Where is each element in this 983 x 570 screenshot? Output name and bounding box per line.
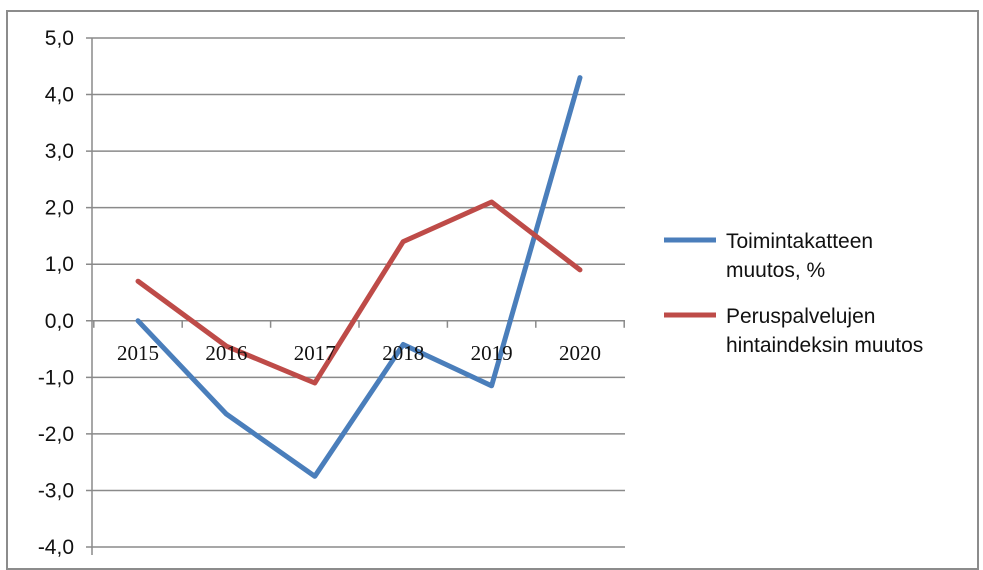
x-tick-label: 2015 <box>117 341 159 365</box>
legend-item: Toimintakatteen muutos, % <box>664 230 873 282</box>
series-line-1 <box>138 78 580 477</box>
gridlines <box>86 38 625 547</box>
y-tick-label: 4,0 <box>45 84 74 107</box>
y-tick-labels: 5,0 4,0 3,0 2,0 1,0 0,0 -1,0 -2,0 -3,0 -4,0 <box>38 27 74 559</box>
legend-item: Peruspalvelujen hintaindeksin muutos <box>664 305 923 357</box>
legend-label: hintaindeksin muutos <box>726 334 923 357</box>
x-tick-label: 2016 <box>205 341 247 365</box>
y-tick-label: 5,0 <box>45 27 74 50</box>
x-tick-label: 2017 <box>294 341 336 365</box>
series-lines <box>138 77 580 476</box>
axes <box>92 38 624 555</box>
x-tick-labels: 2015 2016 2017 2018 2019 2020 <box>117 341 601 365</box>
y-tick-label: -1,0 <box>38 366 74 389</box>
x-tick-label: 2018 <box>382 341 424 365</box>
y-tick-label: -2,0 <box>38 423 74 446</box>
y-tick-label: -3,0 <box>38 479 74 502</box>
x-tick-label: 2019 <box>471 341 513 365</box>
series-line-2 <box>138 202 580 383</box>
y-tick-label: 0,0 <box>45 310 74 333</box>
legend-label: Peruspalvelujen <box>726 305 875 328</box>
y-tick-label: -4,0 <box>38 536 74 559</box>
x-tick-label: 2020 <box>559 341 601 365</box>
y-tick-label: 1,0 <box>45 253 74 276</box>
legend: Toimintakatteen muutos, % Peruspalvelujen h… <box>664 230 923 357</box>
legend-label: Toimintakatteen <box>726 230 873 253</box>
y-tick-label: 3,0 <box>45 140 74 163</box>
legend-label: muutos, % <box>726 259 825 282</box>
y-tick-label: 2,0 <box>45 197 74 220</box>
